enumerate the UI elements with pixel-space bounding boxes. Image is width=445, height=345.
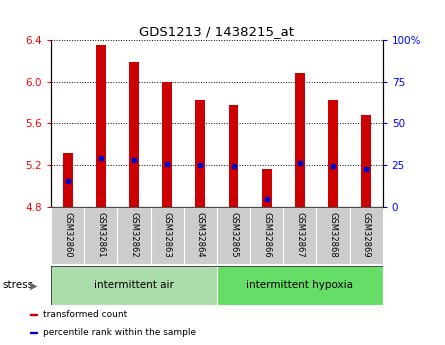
Text: GSM32869: GSM32869 xyxy=(362,211,371,257)
Title: GDS1213 / 1438215_at: GDS1213 / 1438215_at xyxy=(139,26,295,39)
Bar xyxy=(63,152,73,207)
Text: GSM32860: GSM32860 xyxy=(63,211,72,257)
Bar xyxy=(316,207,350,264)
Bar xyxy=(217,266,383,305)
Bar xyxy=(328,100,338,207)
Text: transformed count: transformed count xyxy=(43,310,127,319)
Text: GSM32861: GSM32861 xyxy=(97,211,105,257)
Text: intermittent hypoxia: intermittent hypoxia xyxy=(247,280,353,290)
Text: GSM32868: GSM32868 xyxy=(328,211,337,257)
Bar xyxy=(51,266,217,305)
Text: GSM32865: GSM32865 xyxy=(229,211,238,257)
Bar xyxy=(30,314,37,315)
Bar xyxy=(150,207,184,264)
Text: stress: stress xyxy=(2,280,33,290)
Text: GSM32862: GSM32862 xyxy=(129,211,138,257)
Bar xyxy=(85,207,117,264)
Bar xyxy=(162,81,172,207)
Text: intermittent air: intermittent air xyxy=(94,280,174,290)
Text: ▶: ▶ xyxy=(30,280,37,290)
Bar xyxy=(361,115,371,207)
Bar xyxy=(250,207,283,264)
Bar xyxy=(229,105,239,207)
Bar xyxy=(30,332,37,333)
Text: GSM32863: GSM32863 xyxy=(163,211,172,257)
Bar xyxy=(51,207,84,264)
Bar xyxy=(262,169,271,207)
Bar xyxy=(217,207,250,264)
Bar xyxy=(350,207,383,264)
Text: GSM32867: GSM32867 xyxy=(295,211,304,257)
Text: GSM32866: GSM32866 xyxy=(262,211,271,257)
Bar xyxy=(195,100,205,207)
Bar xyxy=(117,207,150,264)
Bar xyxy=(129,62,139,207)
Text: percentile rank within the sample: percentile rank within the sample xyxy=(43,328,196,337)
Bar xyxy=(283,207,316,264)
Text: GSM32864: GSM32864 xyxy=(196,211,205,257)
Bar xyxy=(295,73,305,207)
Bar xyxy=(184,207,217,264)
Bar xyxy=(96,45,106,207)
